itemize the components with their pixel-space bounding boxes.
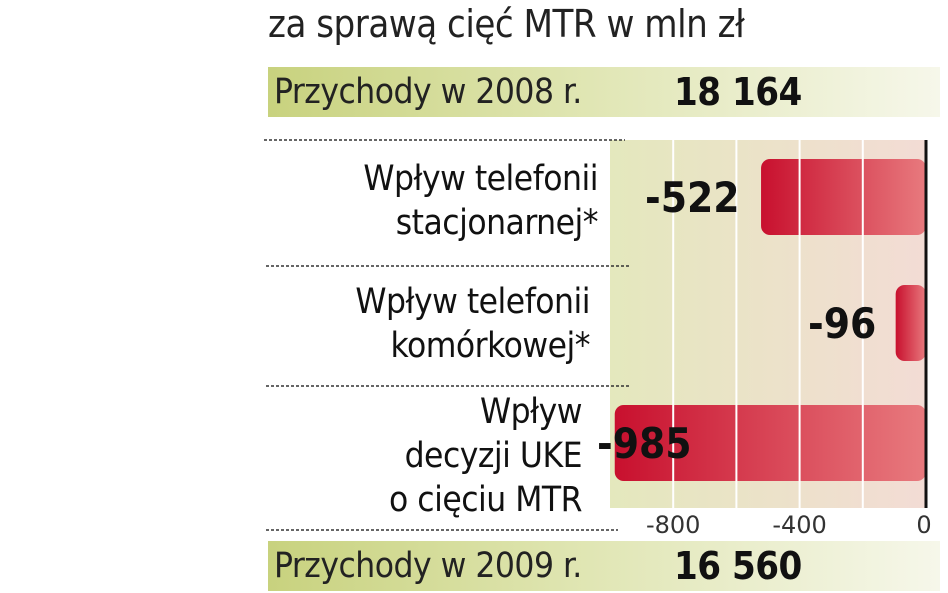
category-label: Wpływ telefonii komórkowej*	[355, 280, 590, 368]
bar	[895, 285, 926, 361]
revenue-2008-value: 18 164	[674, 70, 802, 114]
x-tick-label: 0	[916, 511, 931, 539]
category-label-line: Wpływ telefonii	[355, 282, 590, 322]
category-label-line: o cięciu MTR	[389, 480, 583, 520]
category-label-line: stacjonarnej*	[395, 203, 599, 243]
bar	[761, 159, 926, 235]
category-label: Wpływ decyzji UKE o cięciu MTR	[389, 390, 583, 522]
category-label-line: decyzji UKE	[404, 436, 583, 476]
revenue-2009-value: 16 560	[674, 544, 802, 588]
revenue-2008-label: Przychody w 2008 r.	[274, 72, 582, 112]
revenue-2008-band: Przychody w 2008 r. 18 164	[268, 67, 940, 117]
category-label-line: komórkowej*	[390, 326, 591, 366]
x-tick-label: -800	[646, 511, 700, 539]
category-label: Wpływ telefonii stacjonarnej*	[363, 157, 598, 245]
value-label: -985	[597, 419, 692, 468]
value-label: -96	[808, 299, 876, 348]
chart-subtitle: za sprawą cięć MTR w mln zł	[268, 2, 745, 46]
value-label: -522	[645, 173, 740, 222]
x-tick-label: -400	[772, 511, 826, 539]
bar	[614, 405, 926, 481]
category-label-line: Wpływ	[480, 392, 582, 432]
category-label-line: Wpływ telefonii	[363, 159, 598, 199]
revenue-2009-band: Przychody w 2009 r. 16 560	[268, 541, 940, 591]
revenue-2009-label: Przychody w 2009 r.	[274, 546, 582, 586]
